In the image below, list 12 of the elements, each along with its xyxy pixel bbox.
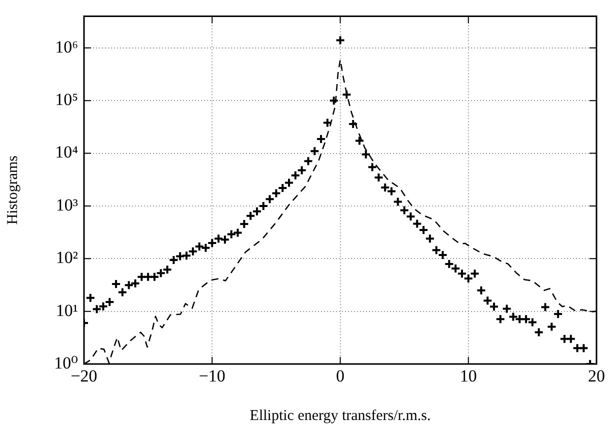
x-tick-label: 10 <box>460 366 477 386</box>
x-tick-label: 0 <box>336 366 344 386</box>
y-tick-label: 10⁶ <box>55 37 78 56</box>
y-tick-label: 10⁴ <box>55 142 78 162</box>
y-tick-label: 10¹ <box>56 300 78 320</box>
x-tick-label: −10 <box>198 366 226 386</box>
x-axis-title: Elliptic energy transfers/r.m.s. <box>250 408 431 424</box>
y-tick-label: 10⁵ <box>55 90 78 110</box>
y-tick-label: 10² <box>56 248 78 268</box>
x-tick-label: 20 <box>588 366 605 386</box>
y-axis-title: Histograms <box>4 155 21 225</box>
y-tick-label: 10³ <box>56 195 78 214</box>
